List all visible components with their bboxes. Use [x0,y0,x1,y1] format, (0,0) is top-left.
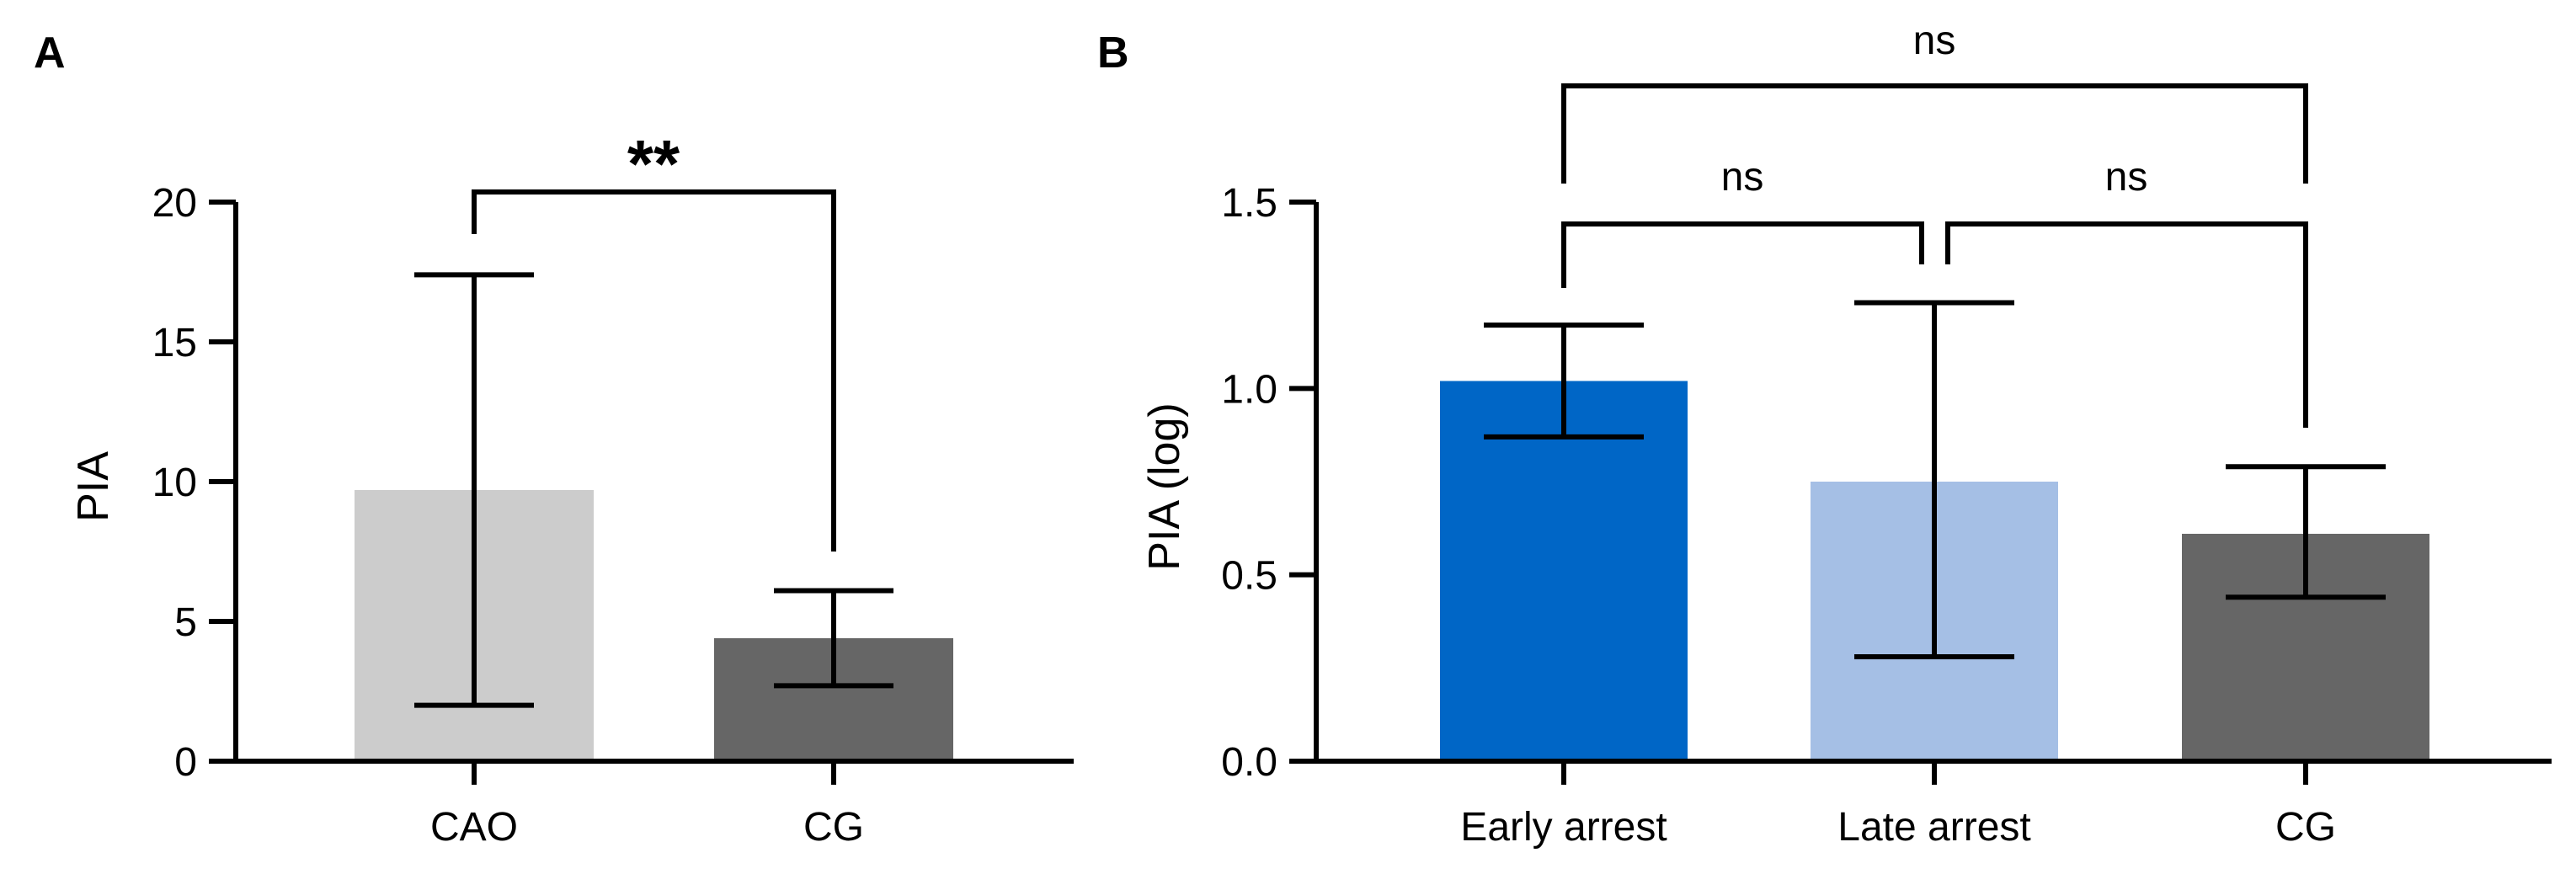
panel-b-bracket-early-late [1561,221,1924,288]
panel-a-y-tick-label: 10 [152,461,197,505]
panel-a-letter: A [34,29,66,77]
panel-a-y-tick-label: 15 [152,321,197,365]
panel-b-x-tick-label-early-arrest: Early arrest [1460,805,1667,850]
panel-b-letter: B [1097,29,1129,77]
panel-a-y-tick-label: 5 [174,600,197,645]
panel-b-significance: ns ns ns [1561,19,2308,428]
panel-b-label-early-cg: ns [1913,19,1956,63]
panel-b-x-tick-label-late-arrest: Late arrest [1837,805,2030,850]
panel-b-bracket-early-cg [1561,83,2308,184]
panel-a-x-tick-label-cao: CAO [430,805,518,850]
panel-b-y-tick-label: 1.0 [1221,367,1277,412]
panel-b-y-tick-label: 0.5 [1221,554,1277,599]
panel-a-y-tick-label: 20 [152,181,197,226]
panel-b-y-tick-label: 1.5 [1221,181,1277,226]
panel-b-y-ticks: 0.0 0.5 1.0 1.5 [1221,181,1316,785]
panel-b-label-early-late: ns [1721,155,1764,200]
panel-a-y-tick-label: 0 [174,740,197,785]
panel-b-y-axis-title: PIA (log) [1140,402,1189,570]
panel-a-y-ticks: 0 5 10 15 20 [152,181,236,785]
panel-b-x-ticks: Early arrest Late arrest CG [1460,761,2336,850]
panel-a-significance: ** [472,126,836,552]
panel-a-x-ticks: CAO CG [430,761,864,850]
panel-a-comparison-label: ** [627,126,680,201]
panel-b: B PIA (log) 0.0 0.5 1.0 1.5 Early arrest Lat… [1097,19,2552,850]
panel-b-label-late-cg: ns [2105,155,2148,200]
panel-a-y-axis-title: PIA [69,451,118,522]
panel-b-y-tick-label: 0.0 [1221,740,1277,785]
panel-b-x-tick-label-cg: CG [2275,805,2336,850]
panel-b-bar-early-arrest [1440,381,1688,761]
panel-a-comparison-bracket [472,189,836,552]
panel-b-bracket-late-cg [1945,221,2308,428]
panel-a: A PIA 0 5 10 15 20 CAO CG ** [34,29,1074,850]
panel-b-error-bars [1484,300,2386,660]
panel-a-x-tick-label-cg: CG [803,805,864,850]
panel-a-bars [355,489,953,761]
panel-a-error-bars [414,272,893,708]
